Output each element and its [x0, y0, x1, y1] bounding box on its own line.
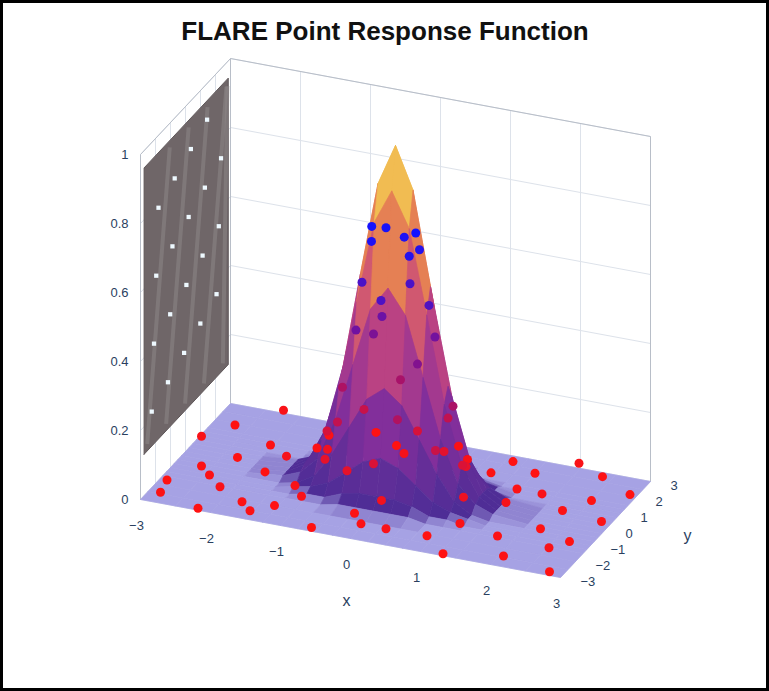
svg-text:−2: −2 [596, 558, 611, 573]
svg-text:x: x [343, 592, 351, 609]
svg-text:3: 3 [553, 596, 560, 611]
svg-text:FLARE Point Response Function: FLARE Point Response Function [181, 16, 588, 46]
svg-text:0.2: 0.2 [110, 423, 128, 438]
svg-text:2: 2 [656, 494, 663, 509]
svg-text:0: 0 [121, 492, 128, 507]
svg-text:−1: −1 [611, 542, 626, 557]
svg-text:3: 3 [671, 478, 678, 493]
svg-text:1: 1 [413, 570, 420, 585]
svg-text:0.8: 0.8 [110, 216, 128, 231]
svg-text:1: 1 [121, 147, 128, 162]
svg-text:0: 0 [626, 526, 633, 541]
svg-text:1: 1 [641, 510, 648, 525]
svg-text:−1: −1 [269, 544, 284, 559]
svg-text:2: 2 [483, 583, 490, 598]
svg-text:y: y [684, 527, 692, 544]
svg-text:−3: −3 [581, 574, 596, 589]
svg-text:0.4: 0.4 [110, 354, 128, 369]
svg-text:−2: −2 [199, 531, 214, 546]
svg-text:−3: −3 [129, 518, 144, 533]
svg-text:0.6: 0.6 [110, 285, 128, 300]
svg-text:0: 0 [343, 557, 350, 572]
